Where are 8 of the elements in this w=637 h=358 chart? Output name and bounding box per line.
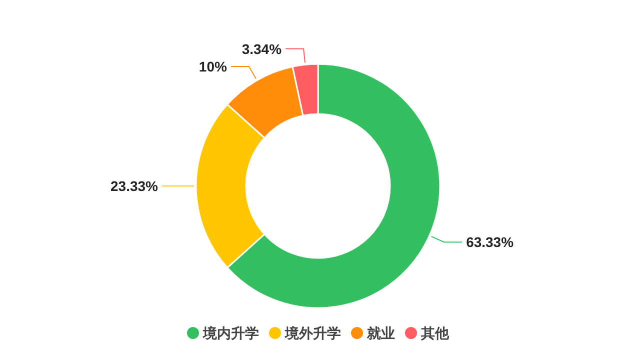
legend-label: 境外升学 — [284, 325, 341, 341]
data-label: 63.33% — [466, 234, 514, 250]
legend-label: 境内升学 — [202, 325, 259, 341]
data-label: 10% — [198, 58, 228, 75]
data-label: 23.33% — [110, 178, 159, 194]
data-label: 3.34% — [242, 40, 282, 57]
legend-label: 其他 — [420, 325, 450, 341]
legend-label: 就业 — [366, 325, 395, 341]
